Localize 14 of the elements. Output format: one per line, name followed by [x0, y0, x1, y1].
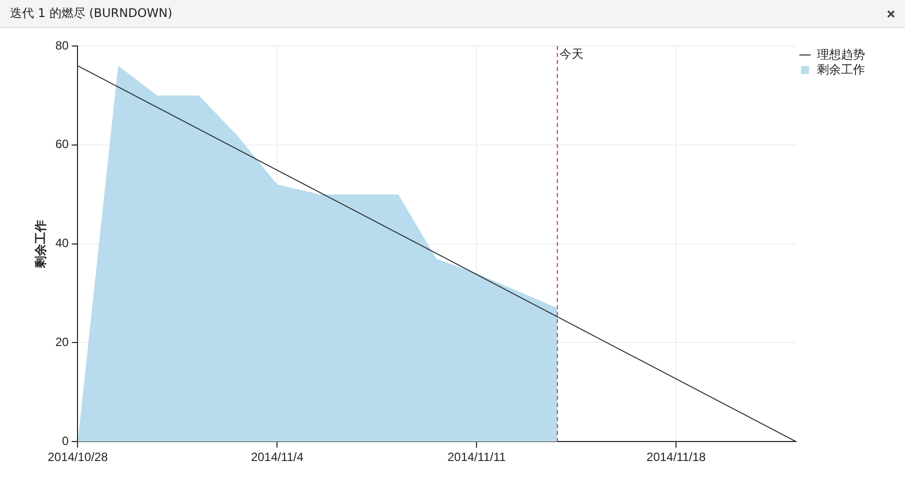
y-tick-label: 80	[55, 38, 70, 52]
x-tick-label: 2014/11/11	[448, 450, 506, 464]
y-axis-title: 剩余工作	[34, 220, 48, 269]
y-tick-label: 60	[55, 137, 70, 152]
ref-line-label: 今天	[559, 47, 584, 62]
legend-label: 剩余工作	[817, 62, 865, 76]
x-tick-label: 2014/10/28	[48, 450, 108, 464]
x-tick-label: 2014/11/18	[646, 450, 706, 464]
chart-title: 迭代 1 的燃尽 (BURNDOWN)	[10, 5, 172, 22]
y-tick-label: 20	[55, 335, 70, 350]
y-tick-label: 0	[62, 434, 70, 448]
legend-label: 理想趋势	[817, 47, 865, 62]
y-tick-label: 40	[55, 236, 70, 250]
x-tick-label: 2014/11/4	[250, 450, 304, 464]
